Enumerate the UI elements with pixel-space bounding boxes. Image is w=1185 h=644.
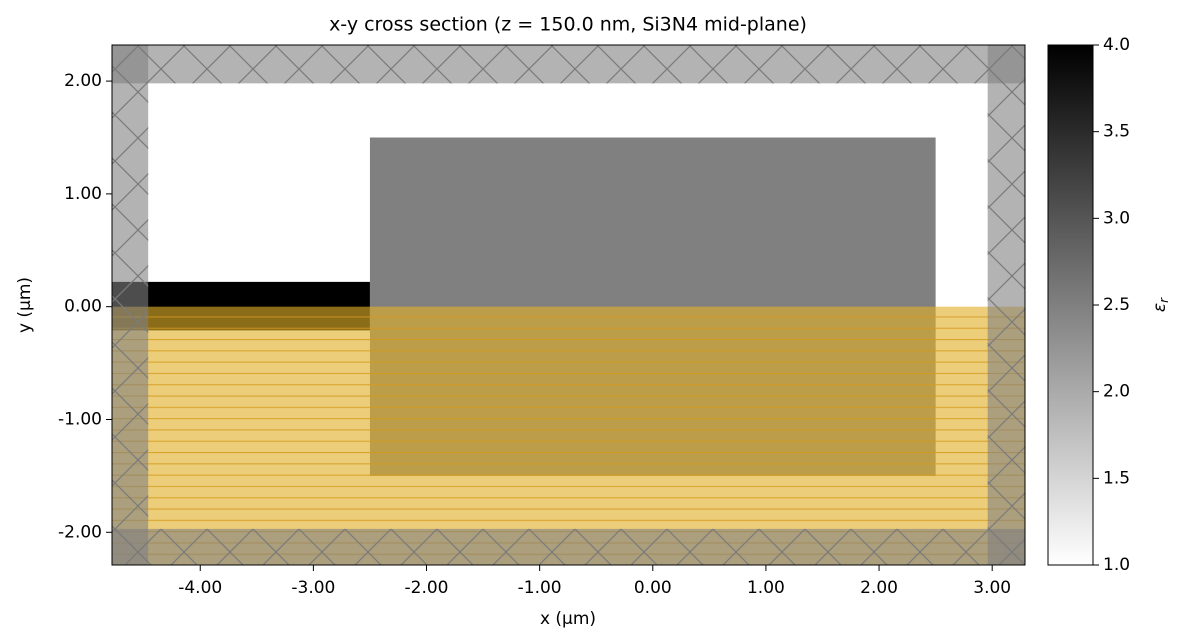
pml-hatch bbox=[112, 45, 1025, 84]
x-tick-label: -4.00 bbox=[178, 578, 222, 598]
x-tick-label: -2.00 bbox=[405, 578, 449, 598]
y-tick-label: 0.00 bbox=[64, 297, 102, 317]
x-tick-label: -1.00 bbox=[518, 578, 562, 598]
pml-hatch bbox=[112, 45, 149, 565]
colorbar-tick-label: 3.0 bbox=[1103, 208, 1130, 228]
y-tick-label: -2.00 bbox=[58, 522, 102, 542]
colorbar-tick-label: 4.0 bbox=[1103, 35, 1130, 55]
overlay-lines bbox=[112, 306, 1025, 565]
x-tick-label: 2.00 bbox=[860, 578, 898, 598]
chart-title: x-y cross section (z = 150.0 nm, Si3N4 m… bbox=[329, 14, 807, 36]
colorbar-subscript: r bbox=[1157, 297, 1171, 303]
colorbar-label: εr bbox=[1150, 297, 1171, 312]
plot-frame bbox=[111, 44, 1026, 566]
y-tick-label: -1.00 bbox=[58, 409, 102, 429]
x-axis-label: x (µm) bbox=[540, 609, 596, 629]
pml-hatch bbox=[987, 45, 1025, 565]
colorbar-symbol: ε bbox=[1150, 303, 1170, 312]
y-tick-label: 1.00 bbox=[64, 184, 102, 204]
x-tick-label: -3.00 bbox=[291, 578, 335, 598]
plot-area bbox=[112, 45, 1025, 565]
y-axis-label: y (µm) bbox=[15, 277, 35, 333]
colorbar-tick-label: 2.5 bbox=[1103, 295, 1130, 315]
x-tick-label: 0.00 bbox=[634, 578, 672, 598]
colorbar-tick-label: 1.0 bbox=[1103, 555, 1130, 575]
colorbar-tick-label: 1.5 bbox=[1103, 468, 1130, 488]
x-tick-label: 1.00 bbox=[747, 578, 785, 598]
colorbar-tick-label: 3.5 bbox=[1103, 122, 1130, 142]
y-tick-label: 2.00 bbox=[64, 71, 102, 91]
colorbar bbox=[1047, 44, 1094, 566]
colorbar-tick-label: 2.0 bbox=[1103, 382, 1130, 402]
x-tick-label: 3.00 bbox=[973, 578, 1011, 598]
pml-hatch bbox=[112, 528, 1025, 565]
